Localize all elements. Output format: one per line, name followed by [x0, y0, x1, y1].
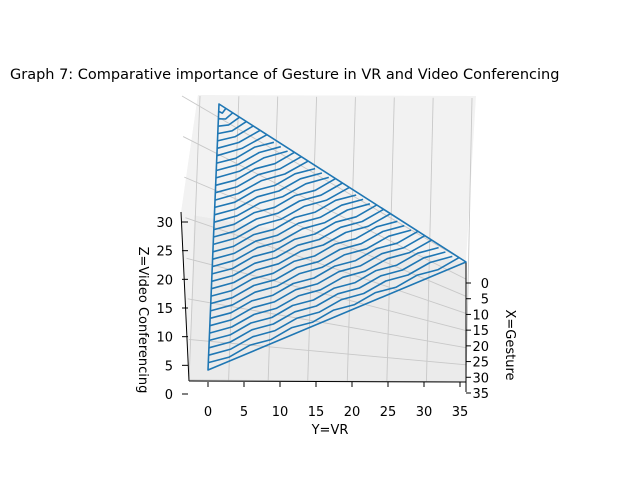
surface-row-19: [212, 186, 350, 246]
z-tick-label: 20: [156, 273, 173, 288]
axes-lines: [180, 211, 467, 392]
surface-row-5: [217, 125, 254, 142]
surface-row-18: [213, 182, 343, 238]
x-tick-label: 30: [472, 371, 489, 386]
surface-row-27: [210, 224, 405, 305]
surface-row-6: [216, 129, 261, 150]
x-tick-label: 35: [472, 387, 489, 402]
grid-line-y-0: [188, 95, 201, 382]
y-tick-label: 25: [380, 405, 397, 420]
x-axis-label: X=Gesture: [502, 309, 517, 380]
surface-row-15: [214, 172, 323, 216]
y-tick-label: 5: [240, 405, 248, 420]
y-tick-label: 20: [344, 405, 361, 420]
surface-row-13: [214, 160, 309, 201]
surface-row-20: [212, 194, 357, 253]
chart-title: Graph 7: Comparative importance of Gestu…: [10, 67, 559, 83]
x-tick-label: 0: [481, 277, 489, 292]
y-axis-line: [188, 380, 467, 383]
z-tick-label: 25: [156, 245, 173, 260]
z-tick-label: 15: [156, 302, 173, 317]
z-tick-label: 30: [156, 216, 173, 231]
surface-row-16: [213, 176, 330, 223]
surface-mesh: [207, 103, 467, 371]
surface-row-21: [212, 198, 364, 260]
floor-pane: [181, 213, 466, 382]
side-pane: [181, 95, 198, 380]
x-tick-label: 15: [472, 324, 489, 339]
x-tick-label: 10: [472, 308, 489, 323]
grid-line-y-3: [307, 96, 318, 382]
surface-row-3: [218, 116, 241, 127]
surface-row-2: [218, 112, 234, 120]
surface-row-24: [211, 208, 385, 283]
surface-row-9: [216, 145, 282, 172]
surface-row-8: [216, 141, 275, 164]
surface-row-31: [209, 239, 433, 334]
y-tick-label: 30: [416, 405, 433, 420]
surface-row-1: [218, 107, 227, 114]
surface-row-26: [210, 220, 398, 297]
surface-row-22: [212, 203, 371, 268]
surface-row-33: [208, 251, 446, 349]
x-tick-label: 5: [481, 293, 489, 308]
surface-row-23: [211, 204, 378, 275]
surface-row-34: [208, 255, 453, 356]
z-tick-label: 10: [156, 331, 173, 346]
surface-edge: [207, 103, 467, 371]
grid-line-z-1: [188, 338, 467, 366]
y-tick-label: 15: [308, 405, 325, 420]
grid-line-z-3: [186, 257, 467, 332]
x-tick-label: 25: [472, 356, 489, 371]
z-axis-line: [180, 211, 190, 382]
surface-row-35: [208, 256, 460, 364]
surface-row-10: [215, 150, 288, 179]
grid-line-y-7: [465, 97, 473, 383]
y-tick-label: 10: [272, 405, 289, 420]
surface-row-32: [208, 246, 439, 342]
surface-row-11: [215, 151, 295, 187]
surface-row-4: [217, 120, 247, 135]
z-tick-label: 0: [165, 388, 173, 403]
surface-row-12: [215, 156, 302, 194]
y-axis-label: Y=VR: [311, 423, 349, 438]
z-axis-label: Z=Video Conferencing: [135, 247, 150, 394]
grid-line-y-2: [267, 96, 279, 382]
surface-row-17: [213, 177, 336, 231]
surface-row-30: [209, 235, 426, 327]
surface-row-14: [214, 167, 316, 209]
z-tick-label: 5: [165, 359, 173, 374]
surface-row-25: [211, 213, 391, 290]
surface-row-28: [210, 229, 412, 312]
x-tick-label: 20: [472, 340, 489, 355]
y-tick-label: 35: [452, 405, 469, 420]
y-tick-label: 0: [204, 405, 212, 420]
surface-row-7: [216, 133, 268, 157]
grid-line-y-6: [425, 97, 434, 382]
grid-line-z-2: [187, 298, 467, 349]
surface-row-29: [209, 230, 419, 320]
